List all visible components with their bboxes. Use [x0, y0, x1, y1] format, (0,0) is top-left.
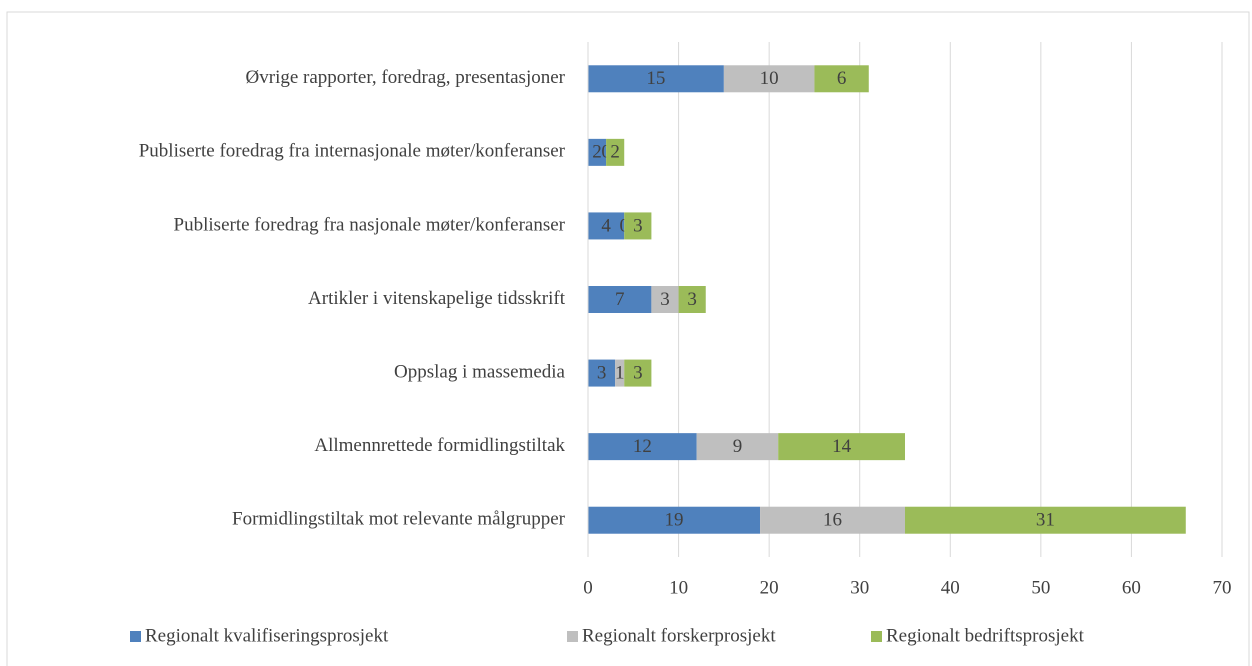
bar-segment — [588, 138, 607, 166]
x-tick-label: 40 — [941, 577, 960, 598]
legend-swatch — [567, 631, 578, 642]
x-tick-label: 30 — [850, 577, 869, 598]
data-label: 3 — [597, 362, 607, 383]
x-tick-label: 60 — [1122, 577, 1141, 598]
bar-segment — [588, 286, 652, 313]
data-label: 16 — [823, 510, 842, 531]
bar-segment — [723, 65, 815, 93]
data-label: 1 — [615, 362, 625, 383]
y-tick-label: Formidlingstiltak mot relevante målgrupp… — [232, 509, 566, 530]
bar-segment — [696, 433, 779, 461]
x-tick-label: 70 — [1213, 577, 1232, 598]
bar-segment — [606, 138, 625, 166]
chart-frame — [6, 11, 1250, 666]
bar-segment — [588, 359, 616, 387]
x-tick-label: 50 — [1031, 577, 1050, 598]
legend-label: Regionalt bedriftsprosjekt — [886, 625, 1085, 646]
bar-segment — [588, 433, 697, 461]
y-tick-label: Artikler i vitenskapelige tidsskrift — [308, 288, 566, 309]
x-tick-label: 10 — [669, 577, 688, 598]
bar-segment — [651, 286, 679, 313]
x-tick-label: 0 — [583, 577, 593, 598]
data-label: 14 — [832, 436, 852, 457]
bar-segment — [678, 286, 706, 313]
y-tick-label: Oppslag i massemedia — [394, 361, 566, 382]
legend-label: Regionalt forskerprosjekt — [582, 625, 776, 646]
y-tick-label: Allmennrettede formidlingstiltak — [314, 435, 565, 456]
data-label: 19 — [665, 510, 684, 531]
data-label: 7 — [615, 289, 625, 310]
bar-segment — [905, 506, 1186, 534]
bar-segment — [814, 65, 869, 93]
data-label: 9 — [733, 436, 743, 457]
data-label: 2 — [592, 142, 602, 163]
data-label: 10 — [760, 68, 779, 89]
data-label: 12 — [633, 436, 652, 457]
y-tick-label: Publiserte foredrag fra nasjonale møter/… — [174, 214, 566, 235]
data-label: 2 — [610, 142, 620, 163]
bar-segment — [760, 506, 905, 534]
data-label: 3 — [633, 362, 643, 383]
legend-swatch — [871, 631, 882, 642]
data-label: 15 — [646, 68, 665, 89]
y-tick-label: Øvrige rapporter, foredrag, presentasjon… — [246, 67, 566, 88]
data-label: 3 — [660, 289, 670, 310]
bar-segment — [624, 359, 652, 387]
y-tick-label: Publiserte foredrag fra internasjonale m… — [139, 141, 566, 162]
bar-segment — [588, 212, 625, 240]
bar-segment — [615, 359, 625, 387]
bar-segment — [588, 506, 761, 534]
data-label: 3 — [687, 289, 697, 310]
bar-segment — [778, 433, 905, 461]
data-label: 6 — [837, 68, 847, 89]
data-label: 4 — [601, 215, 611, 236]
legend-label: Regionalt kvalifiseringsprosjekt — [145, 625, 389, 646]
bar-segment — [624, 212, 652, 240]
legend-swatch — [130, 631, 141, 642]
data-label: 31 — [1036, 510, 1055, 531]
data-label: 3 — [633, 215, 643, 236]
bar-segment — [588, 65, 724, 93]
x-tick-label: 20 — [760, 577, 779, 598]
